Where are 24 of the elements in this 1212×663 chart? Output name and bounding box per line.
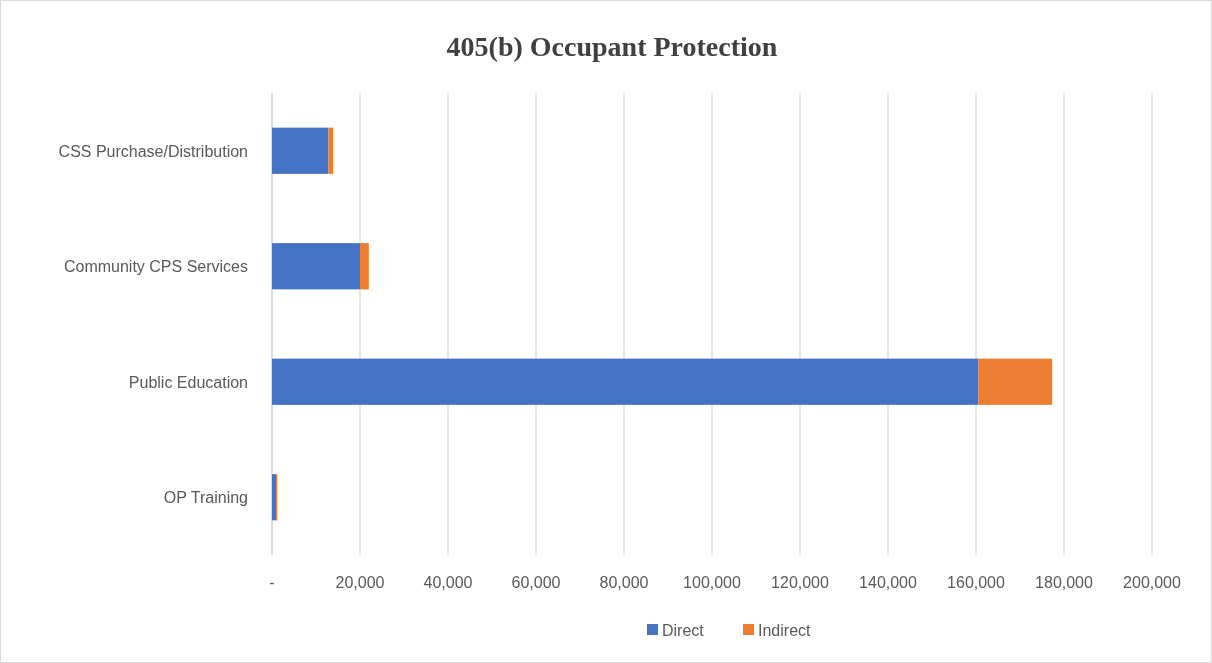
y-tick-label: Public Education (128, 373, 248, 391)
x-tick-label: 100,000 (683, 574, 742, 591)
bar (328, 127, 334, 174)
x-tick-label: - (269, 574, 275, 591)
x-tick-label: 20,000 (335, 574, 385, 591)
bar (272, 243, 360, 290)
x-tick-label: 80,000 (599, 574, 649, 591)
bar (360, 243, 369, 290)
bar (978, 358, 1053, 405)
x-tick-label: 140,000 (859, 574, 918, 591)
bar (272, 127, 329, 174)
legend-label: Direct (662, 622, 705, 639)
y-tick-label: CSS Purchase/Distribution (58, 142, 248, 160)
chart-title: 405(b) Occupant Protection (446, 31, 778, 62)
y-tick-label: OP Training (163, 489, 248, 507)
legend-label: Indirect (758, 622, 812, 639)
x-tick-label: 40,000 (423, 574, 473, 591)
x-tick-label: 120,000 (771, 574, 830, 591)
y-tick-label: Community CPS Services (63, 258, 248, 276)
x-tick-label: 180,000 (1035, 574, 1094, 591)
x-tick-label: 60,000 (511, 574, 561, 591)
x-tick-label: 200,000 (1123, 574, 1182, 591)
x-tick-label: 160,000 (947, 574, 1006, 591)
bar (272, 358, 979, 405)
